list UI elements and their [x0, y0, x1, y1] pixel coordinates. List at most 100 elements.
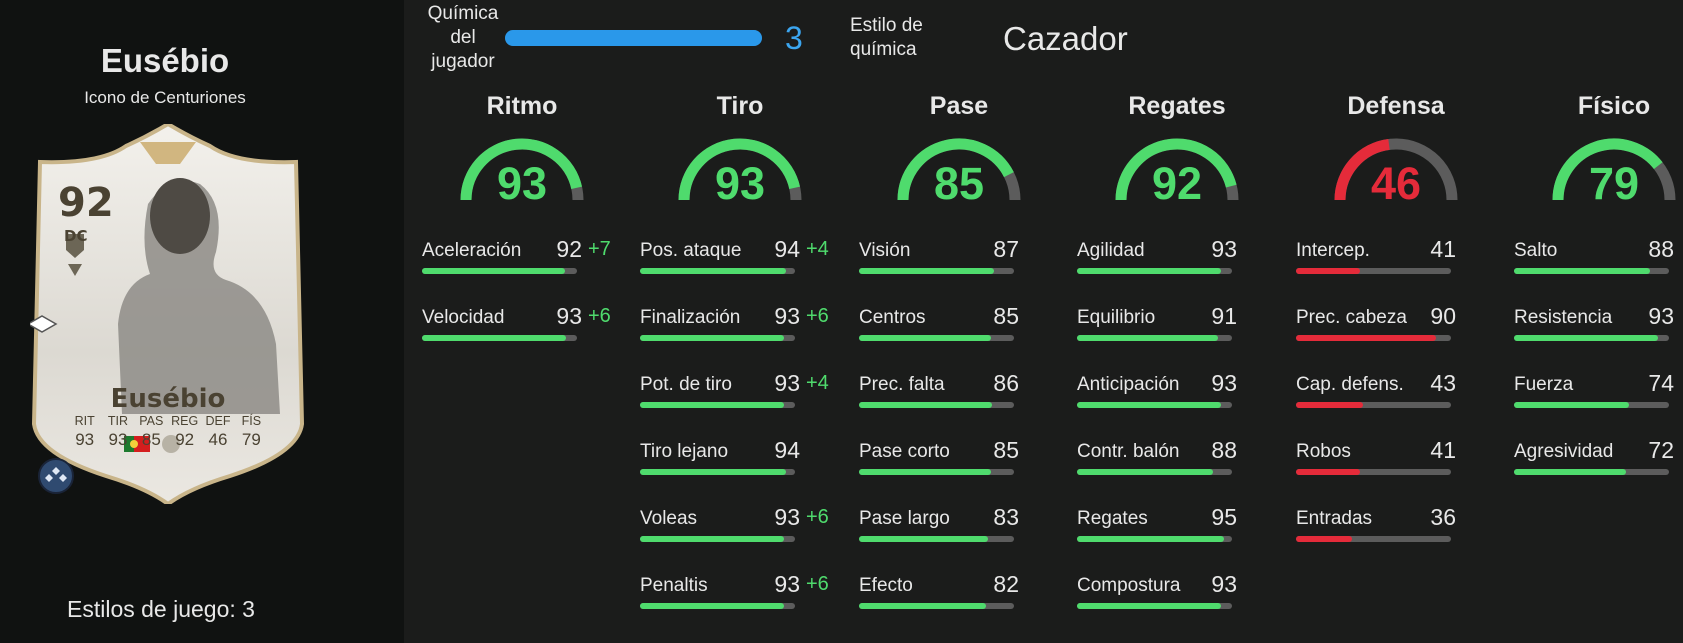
stat-bar-fill — [1296, 335, 1436, 341]
stat-row: Entradas 36 — [1296, 504, 1496, 548]
stat-name: Anticipación — [1077, 374, 1180, 395]
stat-bar-fill — [859, 536, 988, 542]
stat-bar-fill — [1514, 268, 1651, 274]
category-value: 92 — [1151, 158, 1203, 209]
category-value: 46 — [1370, 158, 1422, 209]
stat-name: Prec. falta — [859, 374, 945, 395]
stat-bar-fill — [640, 536, 785, 542]
category-title: Defensa — [1347, 92, 1445, 120]
stat-value: 88 — [1211, 437, 1237, 463]
stat-bar-fill — [422, 335, 567, 341]
stat-row: Salto 88 — [1514, 236, 1683, 280]
category-gauge — [1552, 138, 1676, 201]
stat-bar-fill — [640, 335, 785, 341]
stat-name: Voleas — [640, 508, 698, 529]
stat-name: Intercep. — [1296, 240, 1370, 261]
stat-bar — [640, 469, 795, 475]
stat-value: 93 — [774, 571, 800, 597]
stat-bar-fill — [1077, 469, 1214, 475]
stat-bar — [1077, 335, 1232, 341]
stat-bar — [1296, 469, 1451, 475]
stat-bar — [859, 469, 1014, 475]
chem-style-value[interactable]: Cazador — [1003, 20, 1128, 57]
stat-bar — [422, 335, 577, 341]
category-gauge — [1334, 138, 1458, 201]
stat-bar — [640, 268, 795, 274]
card-name: Eusébio — [110, 384, 226, 414]
stat-name: Pase largo — [859, 508, 950, 529]
stat-row: Cap. defens. 43 — [1296, 370, 1496, 414]
category-gauge — [897, 138, 1021, 201]
stat-bar — [859, 536, 1014, 542]
stat-row: Pase corto 85 — [859, 437, 1059, 481]
stat-bar — [1077, 402, 1232, 408]
stat-bar-fill — [1077, 603, 1222, 609]
stat-bar-fill — [1514, 335, 1659, 341]
chemistry-value: 3 — [785, 20, 803, 56]
stat-row: Finalización 93 +6 — [640, 303, 840, 347]
stat-bar-fill — [1077, 335, 1219, 341]
stat-value: 93 — [1211, 571, 1237, 597]
stat-name: Pos. ataque — [640, 240, 742, 261]
stat-boost: +4 — [806, 372, 829, 394]
stat-value: 93 — [556, 303, 582, 329]
category-gauge — [460, 138, 584, 201]
stat-bar-fill — [859, 603, 987, 609]
card-stat-value: 93 — [75, 430, 95, 449]
stat-bar-fill — [422, 268, 565, 274]
stat-value: 36 — [1430, 504, 1456, 530]
stat-name: Pase corto — [859, 441, 950, 462]
card-stat-value: 79 — [241, 430, 261, 449]
stat-bar — [422, 268, 577, 274]
stat-name: Fuerza — [1514, 374, 1574, 395]
stat-row: Efecto 82 — [859, 571, 1059, 615]
gauge-fill — [897, 138, 1014, 201]
stat-value: 94 — [774, 437, 800, 463]
category-title: Ritmo — [486, 92, 558, 120]
card-stat-label: DEF — [205, 414, 231, 428]
stat-row: Visión 87 — [859, 236, 1059, 280]
stat-name: Regates — [1077, 508, 1148, 529]
category-title: Tiro — [716, 92, 764, 120]
stat-bar-fill — [859, 402, 993, 408]
stat-value: 90 — [1430, 303, 1456, 329]
stat-bar-fill — [1514, 402, 1629, 408]
stat-name: Velocidad — [422, 307, 505, 328]
chemistry-bar-fill — [505, 30, 762, 46]
stat-value: 95 — [1211, 504, 1237, 530]
stat-value: 93 — [1211, 370, 1237, 396]
stat-bar-fill — [859, 268, 994, 274]
stat-name: Entradas — [1296, 508, 1373, 529]
stat-value: 43 — [1430, 370, 1456, 396]
stat-bar — [1296, 402, 1451, 408]
stat-boost: +4 — [806, 238, 829, 260]
stat-value: 85 — [993, 437, 1019, 463]
stat-bar — [1296, 536, 1451, 542]
stat-value: 93 — [1211, 236, 1237, 262]
player-card[interactable]: 92 DC Eusébio RIT TIR PAS REG DEF FÍS 93… — [30, 124, 306, 504]
card-stat-value: 92 — [175, 430, 195, 449]
stat-name: Visión — [859, 240, 911, 261]
stat-bar-fill — [1514, 469, 1626, 475]
stat-value: 82 — [993, 571, 1019, 597]
card-stat-value: 93 — [108, 430, 128, 449]
category-value: 93 — [714, 158, 766, 209]
stat-value: 92 — [556, 236, 582, 262]
stat-value: 85 — [993, 303, 1019, 329]
stat-bar-fill — [1296, 268, 1360, 274]
stat-bar-fill — [1077, 536, 1225, 542]
category-gauge — [678, 138, 802, 201]
player-subtitle: Icono de Centuriones — [84, 88, 246, 107]
stat-name: Cap. defens. — [1296, 374, 1404, 395]
stat-name: Agilidad — [1077, 240, 1145, 261]
stat-bar — [1296, 268, 1451, 274]
stat-value: 93 — [1648, 303, 1674, 329]
playstyle-badge-icon[interactable] — [38, 458, 74, 494]
stat-row: Prec. cabeza 90 — [1296, 303, 1496, 347]
stat-row: Penaltis 93 +6 — [640, 571, 840, 615]
stat-bar — [859, 268, 1014, 274]
stat-row: Anticipación 93 — [1077, 370, 1277, 414]
category-title: Regates — [1128, 92, 1226, 120]
stat-value: 91 — [1211, 303, 1237, 329]
category-gauge — [1115, 138, 1239, 201]
